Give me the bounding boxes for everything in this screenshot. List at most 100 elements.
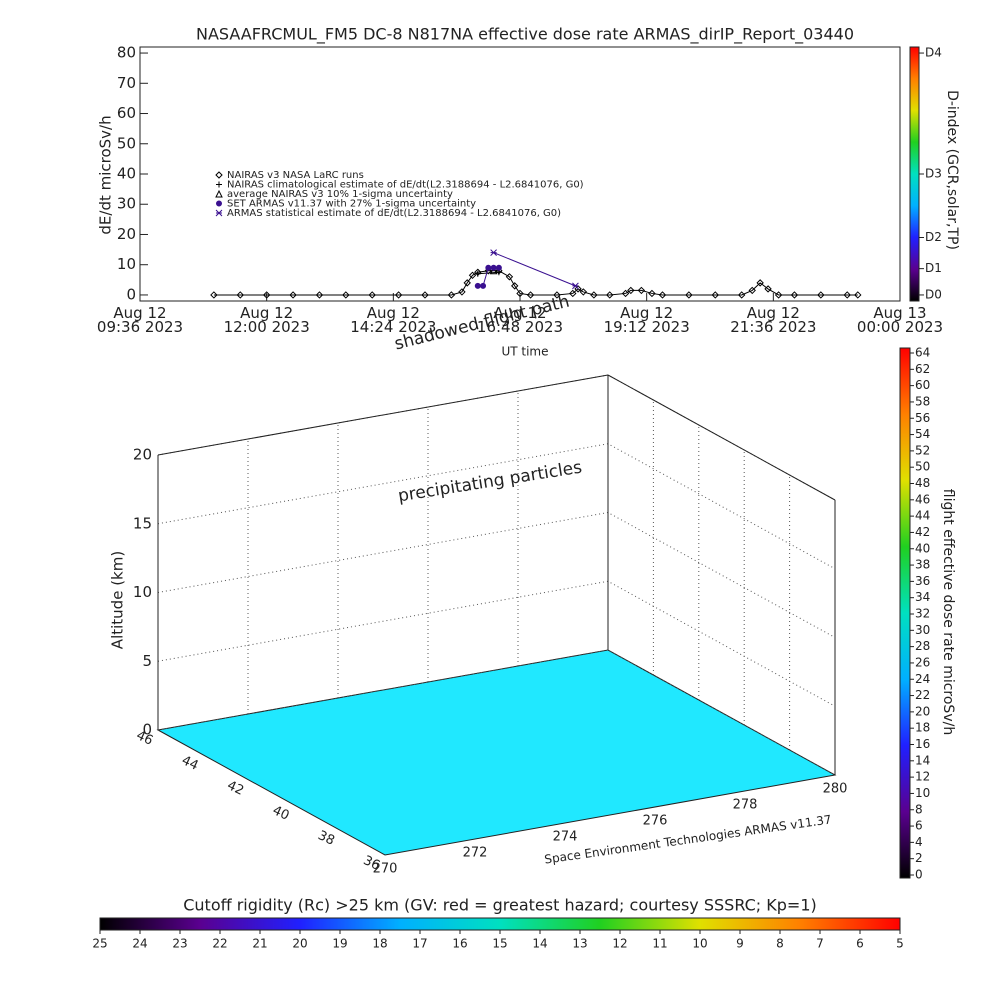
- y2-tick-label: D2: [925, 230, 942, 244]
- marker: [621, 289, 630, 298]
- x-tick-label: Aug 13 00:00 2023: [856, 304, 944, 336]
- x-tick-label: 278: [733, 798, 758, 813]
- marker: [468, 271, 477, 280]
- colorbar-tick-label: 23: [172, 937, 187, 951]
- x-tick-label: 276: [643, 814, 668, 829]
- y-tick-label: 30: [117, 195, 136, 213]
- y-tick-label: 44: [179, 753, 200, 774]
- marker: [637, 286, 646, 295]
- x-tick-label: Aug 12 12:00 2023: [223, 304, 310, 336]
- x-tick-label: Aug 12 21:36 2023: [730, 304, 817, 336]
- colorbar-label: flight effective dose rate microSv/h: [940, 489, 956, 735]
- x-tick-label: 272: [463, 846, 488, 861]
- y2-axis-label: D-index (GCR,solar,TP): [944, 90, 960, 250]
- legend-entry: average NAIRAS v3 10% 1-sigma uncertaint…: [227, 189, 453, 200]
- marker: [495, 264, 502, 271]
- marker: [216, 181, 222, 188]
- y2-tick-label: D3: [925, 167, 942, 181]
- series-line: [477, 271, 499, 275]
- marker: [685, 291, 693, 299]
- marker: [756, 279, 764, 287]
- y-tick-label: 42: [225, 778, 246, 799]
- colorbar-tick-label: 24: [915, 672, 930, 686]
- credit: Space Environment Technologies ARMAS v11…: [544, 812, 833, 866]
- marker: [505, 273, 514, 281]
- marker: [579, 288, 588, 296]
- legend-entry: NAIRAS climatological estimate of dE/dt(…: [227, 180, 584, 191]
- colorbar-tick-label: 14: [915, 753, 930, 767]
- marker: [216, 200, 222, 207]
- marker: [489, 266, 498, 275]
- colorbar-tick-label: 17: [412, 937, 427, 951]
- colorbar-tick-label: 4: [915, 835, 923, 849]
- colorbar-tick-label: 22: [212, 937, 227, 951]
- y-tick-label: 60: [117, 104, 136, 122]
- x-axis-label: UT time: [501, 345, 548, 359]
- marker: [262, 291, 271, 299]
- colorbar-tick-label: 60: [915, 378, 930, 392]
- y2-tick-label: D4: [925, 46, 942, 60]
- x-tick-label: Aug 12 09:36 2023: [96, 304, 184, 336]
- colorbar-tick-label: 42: [915, 525, 930, 539]
- marker: [737, 291, 746, 299]
- marker: [572, 282, 579, 290]
- marker: [817, 291, 825, 299]
- colorbar-tick-label: 5: [896, 937, 904, 951]
- colorbar-tick-label: 64: [915, 346, 930, 360]
- marker: [236, 291, 244, 299]
- y2-tick-label: D1: [925, 261, 942, 275]
- colorbar-tick-label: 7: [816, 937, 824, 951]
- z-tick-label: 10: [133, 583, 152, 601]
- marker: [790, 291, 799, 299]
- legend-entry: NAIRAS v3 NASA LaRC runs: [227, 170, 364, 181]
- colorbar-tick-label: 15: [492, 937, 507, 951]
- marker: [289, 291, 297, 299]
- colorbar-tick-label: 0: [915, 868, 923, 882]
- x-tick-label: 274: [553, 830, 578, 845]
- marker: [553, 291, 561, 299]
- marker: [627, 286, 635, 295]
- marker: [854, 291, 862, 299]
- marker: [711, 291, 719, 299]
- marker: [480, 282, 487, 289]
- grid-line: [157, 580, 836, 707]
- marker: [474, 270, 481, 277]
- colorbar-tick-label: 38: [915, 558, 930, 572]
- x-tick-label: 270: [373, 862, 398, 877]
- x-tick-label: 280: [823, 782, 848, 797]
- marker: [394, 291, 403, 299]
- marker: [215, 209, 223, 217]
- colorbar-tick-label: 50: [915, 460, 930, 474]
- marker: [590, 291, 598, 299]
- y-tick-label: 80: [117, 44, 136, 62]
- colorbar-tick-label: 12: [612, 937, 627, 951]
- colorbar-tick-label: 48: [915, 476, 930, 490]
- colorbar-tick-label: 20: [915, 704, 930, 718]
- marker: [648, 289, 656, 298]
- marker: [447, 291, 456, 299]
- colorbar-tick-label: 34: [915, 590, 930, 604]
- colorbar-tick-label: 16: [452, 937, 467, 951]
- colorbar-tick-label: 36: [915, 574, 930, 588]
- series-line: [213, 270, 858, 296]
- annotation: precipitating particles: [397, 458, 584, 507]
- marker: [215, 171, 223, 179]
- colorbar-tick-label: 26: [915, 655, 930, 669]
- marker: [516, 289, 524, 298]
- y-tick-label: 70: [117, 74, 136, 92]
- z-tick-label: 5: [142, 652, 152, 670]
- z-tick-label: 0: [142, 721, 152, 739]
- y-tick-label: 40: [117, 165, 136, 183]
- y-tick-label: 40: [270, 803, 291, 824]
- colorbar-tick-label: 2: [915, 851, 923, 865]
- legend-entry: SET ARMAS v11.37 with 27% 1-sigma uncert…: [227, 199, 476, 210]
- colorbar-tick-label: 18: [372, 937, 387, 951]
- colorbar-tick-label: 20: [292, 937, 307, 951]
- colorbar-tick-label: 19: [332, 937, 347, 951]
- colorbar-tick-label: 16: [915, 737, 930, 751]
- marker: [764, 285, 772, 293]
- colorbar-title: Cutoff rigidity (Rc) >25 km (GV: red = g…: [183, 896, 817, 915]
- d-index-bar: [909, 46, 920, 302]
- colorbar-tick-label: 8: [776, 937, 784, 951]
- marker: [215, 189, 223, 198]
